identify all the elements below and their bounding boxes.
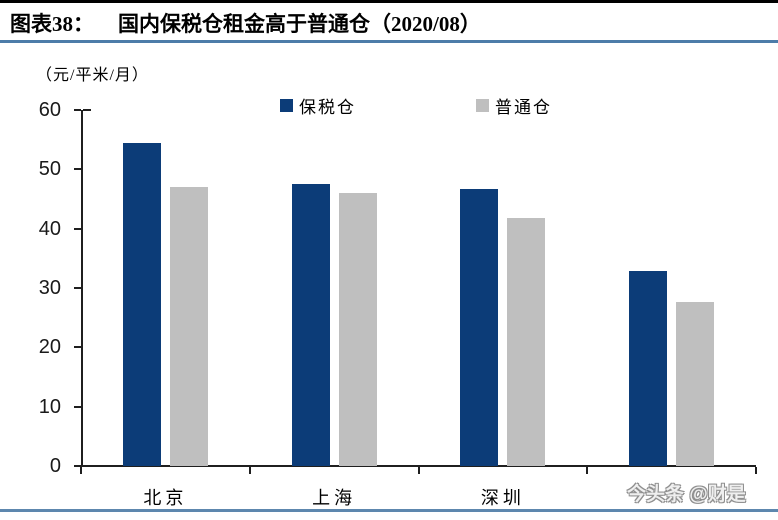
- legend-label-ordinary: 普通仓: [495, 98, 552, 117]
- legend-item-bonded: 保税仓: [280, 93, 356, 118]
- x-axis-tick: [248, 467, 251, 474]
- y-axis-tick-label: 50: [38, 158, 61, 181]
- toutiao-watermark: 今头条 @财是: [627, 484, 746, 505]
- title-underline-rule: [0, 40, 778, 43]
- figure-title-text: 国内保税仓租金高于普通仓（2020/08）: [118, 12, 481, 36]
- x-axis-tick: [417, 467, 420, 474]
- top-black-rule: [0, 0, 778, 3]
- bar-保税仓-上海: [291, 184, 330, 466]
- bar-普通仓-北京: [169, 187, 208, 466]
- bottom-blue-rule: [0, 509, 778, 512]
- y-axis-tick: [74, 405, 81, 408]
- legend-swatch-ordinary: [476, 99, 489, 112]
- figure-title: 图表38： 国内保税仓租金高于普通仓（2020/08）: [10, 8, 481, 38]
- y-axis-tick: [74, 346, 81, 349]
- legend-item-ordinary: 普通仓: [476, 93, 552, 118]
- figure-number-label: 图表38：: [10, 12, 94, 36]
- y-axis-tick-label: 40: [38, 217, 61, 240]
- y-axis-tick: [74, 287, 81, 289]
- category-label: 深圳: [480, 488, 525, 508]
- y-axis-top-cap-tick: [83, 109, 91, 111]
- y-axis-line: [81, 110, 83, 467]
- y-axis-tick: [74, 109, 81, 111]
- bar-普通仓-category-4: [676, 301, 715, 466]
- x-axis-tick: [80, 467, 82, 474]
- bar-保税仓-category-4: [629, 270, 668, 466]
- category-label: 上海: [312, 488, 357, 508]
- y-axis-tick: [74, 227, 81, 230]
- y-axis-tick-label: 0: [49, 455, 61, 477]
- legend-label-bonded: 保税仓: [299, 98, 356, 117]
- bar-普通仓-深圳: [507, 217, 546, 466]
- bar-普通仓-上海: [338, 193, 377, 466]
- bar-保税仓-北京: [122, 142, 161, 466]
- category-label: 北京: [143, 488, 188, 508]
- y-axis-tick-label: 60: [38, 99, 61, 121]
- x-axis-line: [81, 465, 756, 467]
- x-axis-tick: [586, 467, 589, 474]
- y-axis-tick: [74, 168, 81, 171]
- y-axis-tick-label: 20: [38, 336, 61, 359]
- bar-保税仓-深圳: [460, 188, 499, 466]
- y-axis-tick-label: 10: [38, 395, 61, 418]
- legend-swatch-bonded: [280, 99, 293, 112]
- y-axis-unit-label: （元/平米/月）: [36, 67, 149, 84]
- y-axis-tick-label: 30: [38, 277, 61, 299]
- x-axis-tick: [755, 467, 757, 474]
- y-axis-tick: [74, 465, 81, 467]
